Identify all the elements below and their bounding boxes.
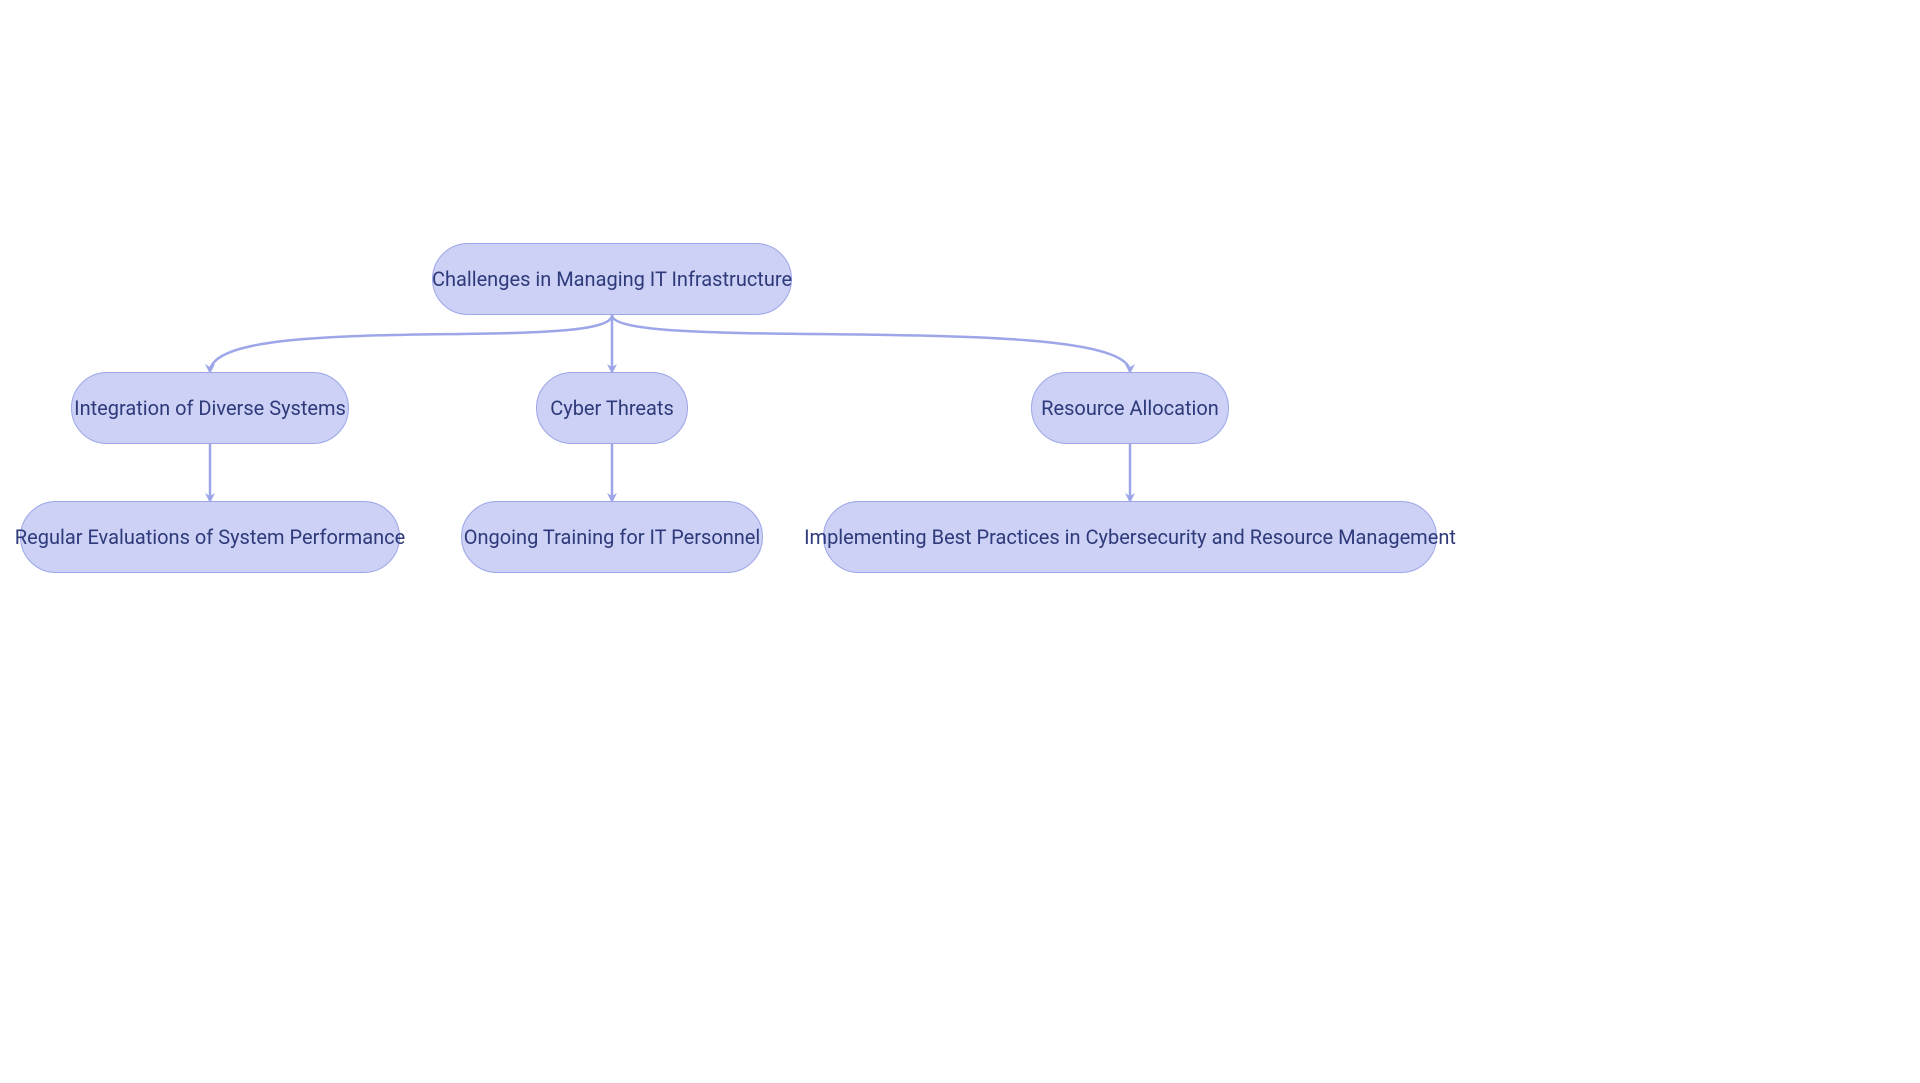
flowchart-node-n2: Cyber Threats xyxy=(536,372,688,444)
node-label: Challenges in Managing IT Infrastructure xyxy=(432,267,792,291)
node-label: Regular Evaluations of System Performanc… xyxy=(15,525,405,549)
edge-root-n1 xyxy=(210,315,612,372)
flowchart-node-leaf2: Ongoing Training for IT Personnel xyxy=(461,501,763,573)
flowchart-node-leaf1: Regular Evaluations of System Performanc… xyxy=(20,501,400,573)
node-label: Ongoing Training for IT Personnel xyxy=(464,525,761,549)
flowchart-node-n1: Integration of Diverse Systems xyxy=(71,372,349,444)
node-label: Cyber Threats xyxy=(550,396,674,420)
node-label: Resource Allocation xyxy=(1041,396,1219,420)
flowchart-node-leaf3: Implementing Best Practices in Cybersecu… xyxy=(823,501,1437,573)
node-label: Implementing Best Practices in Cybersecu… xyxy=(804,525,1456,549)
node-label: Integration of Diverse Systems xyxy=(74,396,346,420)
edge-root-n3 xyxy=(612,315,1130,372)
flowchart-node-n3: Resource Allocation xyxy=(1031,372,1229,444)
flowchart-node-root: Challenges in Managing IT Infrastructure xyxy=(432,243,792,315)
